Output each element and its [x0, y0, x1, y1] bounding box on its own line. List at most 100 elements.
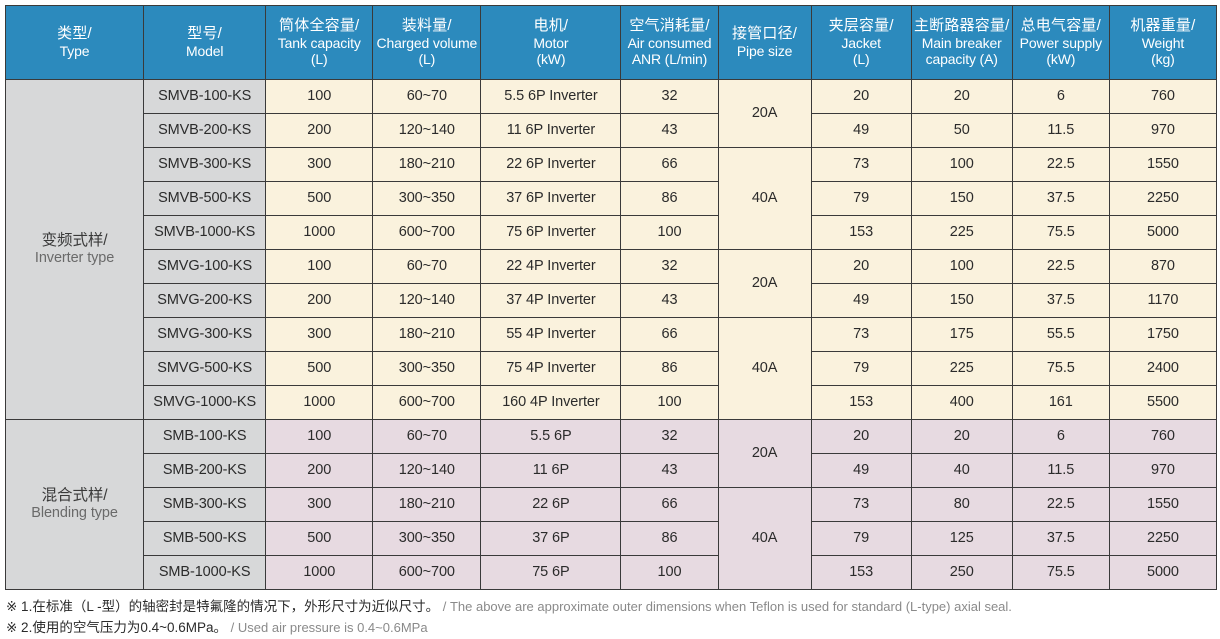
- cell-pipe-size: 40A: [717, 317, 812, 420]
- cell-jacket: 73: [810, 147, 912, 182]
- model-cell: SMVG-1000-KS: [143, 385, 267, 420]
- column-header-unit: (L): [852, 51, 870, 68]
- table-row: 混合式样/Blending type SMB-100-KS 100 60~70 5.5 …: [4, 419, 1218, 590]
- cell-breaker: 225: [910, 215, 1013, 250]
- column-header-cn: 型号/: [187, 25, 223, 43]
- column-header-cn: 空气消耗量/: [629, 17, 710, 35]
- column-header-5: 空气消耗量/Air consumed ANR (L/min): [620, 5, 719, 80]
- column-header-cn: 装料量/: [401, 17, 452, 35]
- cell-breaker: 125: [910, 521, 1013, 556]
- model-cell: SMB-500-KS: [143, 521, 267, 556]
- cell-breaker: 150: [910, 181, 1013, 216]
- footnote-separator: /: [442, 599, 447, 614]
- column-header-en: Charged volume: [376, 34, 478, 51]
- cell-power: 75.5: [1011, 215, 1110, 250]
- cell-pipe-size: 20A: [717, 419, 812, 488]
- cell-breaker: 250: [910, 555, 1013, 590]
- cell-jacket: 49: [810, 283, 912, 318]
- column-header-cn: 夹层容量/: [828, 17, 894, 35]
- table-row: SMVG-500-KS 500 300~350 75 4P Inverter 86 79 2…: [6, 351, 1218, 386]
- cell-tank: 1000: [265, 215, 374, 250]
- footnote-line: ※ 2.使用的空气压力为0.4~0.6MPa。 / Used air press…: [6, 618, 1220, 639]
- footnote-en: Used air pressure is 0.4~0.6MPa: [237, 619, 428, 635]
- model-cell: SMB-200-KS: [143, 453, 267, 488]
- cell-power: 161: [1011, 385, 1110, 420]
- cell-weight: 1550: [1108, 487, 1218, 522]
- table-header: 类型/Type 型号/Model 筒体全容量/Tank capacity (L) 装料量…: [4, 5, 1218, 80]
- column-header-unit: capacity (A): [925, 51, 998, 68]
- column-header-en: Weight: [1141, 34, 1185, 51]
- cell-motor: 160 4P Inverter: [480, 385, 622, 420]
- footnote-line: ※ 1.在标准（L -型）的轴密封是特氟隆的情况下，外形尺寸为近似尺寸。 / T…: [6, 597, 1220, 618]
- table-row: SMB-1000-KS 1000 600~700 75 6P 100 153 250 75.5…: [6, 555, 1218, 590]
- cell-charged: 300~350: [372, 351, 482, 386]
- cell-jacket: 49: [810, 113, 912, 148]
- table-row: SMB-300-KS 300 180~210 22 6P 66 40A 73 80 22.5 15…: [6, 487, 1218, 590]
- cell-jacket: 153: [810, 215, 912, 250]
- cell-weight: 2250: [1108, 181, 1218, 216]
- cell-air: 86: [620, 181, 719, 216]
- column-header-cn: 接管口径/: [731, 25, 798, 43]
- table-row: SMB-200-KS 200 120~140 11 6P 43 49 40 11.5 970: [6, 453, 1218, 488]
- column-header-unit: ANR (L/min): [631, 51, 708, 68]
- cell-motor: 11 6P: [480, 453, 622, 488]
- cell-air: 100: [620, 215, 719, 250]
- cell-power: 11.5: [1011, 453, 1110, 488]
- cell-charged: 60~70: [372, 419, 482, 454]
- cell-jacket: 20: [810, 249, 912, 284]
- column-header-1: 型号/Model: [143, 5, 267, 80]
- column-header-8: 主断路器容量/Main breaker capacity (A): [910, 5, 1013, 80]
- column-header-cn: 筒体全容量/: [279, 17, 360, 35]
- cell-tank: 100: [265, 249, 374, 284]
- cell-motor: 22 6P Inverter: [480, 147, 622, 182]
- cell-tank: 100: [265, 79, 374, 114]
- cell-weight: 2400: [1108, 351, 1218, 386]
- footnotes: ※ 1.在标准（L -型）的轴密封是特氟隆的情况下，外形尺寸为近似尺寸。 / T…: [6, 597, 1220, 639]
- cell-jacket: 73: [810, 317, 912, 352]
- cell-motor: 75 6P: [480, 555, 622, 590]
- table-row: SMVB-200-KS 200 120~140 11 6P Inverter 43 49 5…: [6, 113, 1218, 148]
- cell-air: 66: [620, 487, 719, 522]
- cell-breaker: 20: [910, 79, 1013, 114]
- cell-weight: 5000: [1108, 555, 1218, 590]
- cell-charged: 60~70: [372, 79, 482, 114]
- table-row: SMVG-100-KS 100 60~70 22 4P Inverter 32 20A 20…: [6, 249, 1218, 318]
- table-row: SMVB-1000-KS 1000 600~700 75 6P Inverter 100…: [6, 215, 1218, 250]
- table-row: SMVG-300-KS 300 180~210 55 4P Inverter 66 40A…: [6, 317, 1218, 420]
- column-header-en: Tank capacity: [277, 34, 361, 51]
- model-cell: SMB-100-KS: [143, 419, 267, 454]
- table-row: SMVB-300-KS 300 180~210 22 6P Inverter 66 40A…: [6, 147, 1218, 250]
- table-row: 变频式样/Inverter type SMVB-100-KS 100 60~70 5.5…: [4, 79, 1218, 420]
- cell-air: 100: [620, 555, 719, 590]
- type-label-en: Blending type: [31, 505, 118, 522]
- cell-breaker: 400: [910, 385, 1013, 420]
- table-row: SMVG-1000-KS 1000 600~700 160 4P Inverter 10…: [6, 385, 1218, 420]
- cell-motor: 75 4P Inverter: [480, 351, 622, 386]
- cell-tank: 100: [265, 419, 374, 454]
- footnote-en: The above are approximate outer dimensio…: [449, 599, 1012, 614]
- column-header-6: 接管口径/Pipe size: [717, 5, 812, 80]
- model-cell: SMVB-100-KS: [143, 79, 267, 114]
- cell-breaker: 100: [910, 147, 1013, 182]
- cell-breaker: 50: [910, 113, 1013, 148]
- cell-jacket: 20: [810, 79, 912, 114]
- model-cell: SMVB-500-KS: [143, 181, 267, 216]
- column-header-4: 电机/Motor (kW): [480, 5, 622, 80]
- cell-power: 37.5: [1011, 521, 1110, 556]
- specification-table: 类型/Type 型号/Model 筒体全容量/Tank capacity (L) 装料量…: [4, 5, 1218, 590]
- cell-motor: 37 4P Inverter: [480, 283, 622, 318]
- footnote-separator: /: [230, 619, 235, 635]
- column-header-2: 筒体全容量/Tank capacity (L): [265, 5, 374, 80]
- cell-pipe-size: 20A: [717, 79, 812, 148]
- column-header-10: 机器重量/Weight (kg): [1108, 5, 1218, 80]
- column-header-unit: (kg): [1151, 51, 1175, 68]
- cell-weight: 760: [1108, 79, 1218, 114]
- cell-charged: 180~210: [372, 487, 482, 522]
- cell-motor: 22 6P: [480, 487, 622, 522]
- model-cell: SMVB-200-KS: [143, 113, 267, 148]
- column-header-cn: 机器重量/: [1130, 17, 1196, 35]
- type-label-cell: 混合式样/Blending type: [4, 419, 145, 590]
- cell-charged: 300~350: [372, 521, 482, 556]
- cell-weight: 870: [1108, 249, 1218, 284]
- column-header-unit: (kW): [536, 51, 566, 68]
